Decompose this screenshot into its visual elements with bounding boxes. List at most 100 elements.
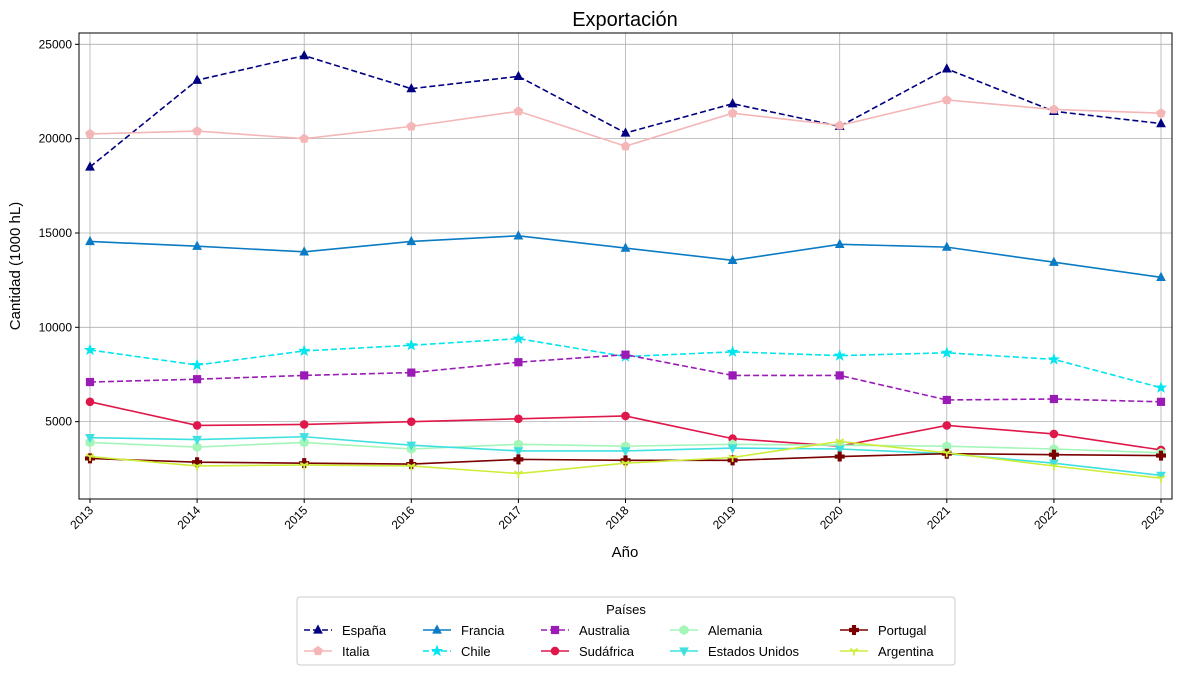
x-tick-label: 2014	[174, 503, 203, 532]
data-point	[621, 411, 630, 421]
legend-item-australia: Australia	[541, 623, 630, 638]
legend-label: Sudáfrica	[579, 644, 635, 659]
data-point	[83, 343, 97, 356]
x-axis: 2013 2014 2015 2016 2017 2018 2019 2020 2021 2022…	[67, 499, 1167, 532]
data-point	[405, 338, 418, 351]
data-point	[1156, 450, 1166, 461]
data-point	[85, 235, 95, 246]
x-tick-label: 2023	[1138, 503, 1167, 532]
data-point	[1156, 271, 1166, 281]
legend-marker	[550, 646, 560, 656]
x-tick-label: 2020	[817, 503, 846, 532]
data-point	[513, 230, 524, 240]
data-point	[407, 368, 416, 377]
data-point	[726, 345, 739, 358]
legend-label: Portugal	[878, 623, 927, 638]
data-point	[85, 453, 95, 462]
data-point	[514, 470, 523, 479]
data-point	[1049, 104, 1059, 114]
data-point	[620, 242, 631, 252]
data-point	[299, 462, 309, 470]
data-point	[85, 434, 95, 444]
data-point	[835, 438, 845, 446]
legend-marker	[313, 624, 323, 634]
y-tick-label: 10000	[39, 320, 73, 334]
legend-label: España	[342, 623, 387, 638]
data-point	[620, 127, 631, 137]
data-point	[728, 454, 737, 462]
data-point	[1156, 397, 1166, 406]
legend-marker	[679, 647, 689, 657]
data-point	[727, 254, 738, 264]
data-point	[514, 414, 523, 424]
data-point	[834, 451, 845, 462]
data-point	[941, 94, 952, 105]
data-point	[299, 133, 310, 143]
x-tick-label: 2013	[67, 503, 96, 532]
legend-label: Francia	[461, 623, 505, 638]
legend-item-portugal: Portugal	[840, 623, 927, 638]
data-point	[1156, 475, 1166, 483]
data-point	[192, 435, 202, 446]
legend-label: Italia	[342, 644, 370, 659]
data-point	[513, 447, 524, 457]
legend-title: Países	[606, 602, 646, 617]
data-point	[85, 128, 95, 139]
series-espana	[85, 50, 1166, 171]
data-point	[512, 332, 525, 344]
legend-item-estados-unidos: Estados Unidos	[670, 644, 800, 659]
data-point	[299, 50, 310, 60]
chart-title: Exportación	[572, 9, 678, 31]
data-point	[1049, 462, 1059, 471]
data-point	[192, 240, 202, 250]
data-point	[299, 437, 309, 448]
data-point	[1154, 381, 1168, 393]
series-italia	[85, 94, 1166, 151]
data-point	[942, 449, 952, 458]
y-axis-label: Cantidad (1000 hL)	[7, 202, 24, 330]
data-point	[299, 246, 310, 256]
data-point	[1156, 108, 1166, 118]
data-point	[942, 395, 951, 405]
data-point	[620, 455, 631, 466]
y-axis: 5000 10000 15000 20000 25000	[39, 37, 79, 429]
data-point	[1048, 449, 1059, 460]
data-point	[621, 460, 630, 468]
legend-marker	[432, 624, 442, 634]
data-point	[621, 350, 630, 359]
x-tick-label: 2016	[389, 503, 418, 532]
x-tick-label: 2018	[603, 503, 632, 532]
data-point	[1049, 429, 1059, 439]
data-point	[835, 371, 844, 380]
legend-label: Alemania	[708, 623, 763, 638]
data-point	[192, 442, 202, 453]
data-point	[192, 74, 202, 84]
data-point	[941, 63, 952, 73]
series-argentina	[85, 438, 1166, 483]
data-point	[1049, 256, 1059, 266]
legend-label: Australia	[579, 623, 630, 638]
data-point	[193, 375, 202, 384]
data-point	[406, 462, 416, 471]
legend-item-italia: Italia	[304, 644, 370, 659]
data-point	[513, 106, 524, 116]
data-point	[727, 98, 738, 108]
data-point	[406, 459, 417, 470]
data-point	[299, 433, 310, 443]
legend-frame	[296, 596, 956, 666]
legend-label: Chile	[461, 644, 491, 659]
data-point	[940, 346, 953, 358]
data-point	[299, 420, 309, 429]
data-point	[1047, 352, 1061, 365]
data-point	[85, 161, 95, 171]
x-tick-label: 2015	[282, 503, 311, 532]
data-point	[620, 447, 631, 457]
data-point	[406, 235, 417, 246]
data-point	[727, 108, 738, 118]
data-point	[1049, 394, 1059, 404]
data-point	[1156, 117, 1166, 128]
data-point	[727, 444, 738, 454]
series-layer	[83, 50, 1168, 483]
data-point	[192, 125, 202, 136]
